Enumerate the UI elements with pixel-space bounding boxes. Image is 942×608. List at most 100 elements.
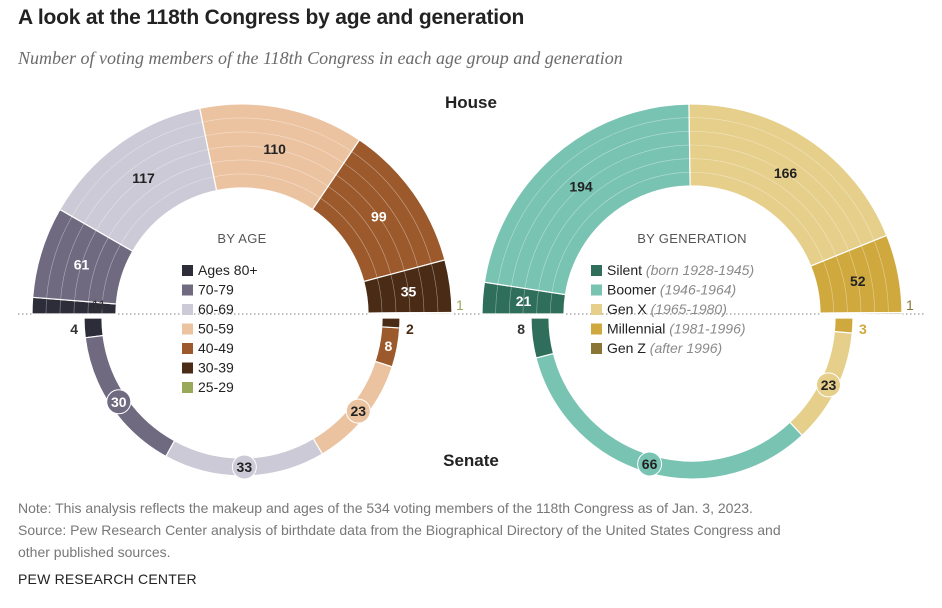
house-generation-value-label-1: 194: [569, 179, 593, 195]
house-grid-ring: [497, 117, 690, 285]
age-legend-label-6: 25-29: [198, 379, 234, 395]
house-age-slice-6: [367, 311, 453, 315]
age-legend-swatch-5: [182, 362, 193, 374]
house-grid-ring: [210, 159, 329, 187]
senate-age-value-badge-1: [106, 389, 132, 415]
house-grid-ring: [538, 158, 690, 291]
house-grid-ring: [202, 117, 352, 152]
house-grid-ring: [689, 117, 875, 241]
house-grid-ring: [96, 149, 209, 231]
generation-legend-swatch-3: [591, 323, 602, 335]
generation-legend-label-4: Gen Z (after 1996): [607, 340, 722, 356]
house-grid-ring: [205, 131, 344, 164]
house-generation-value-label-3: 52: [850, 273, 866, 289]
house-grid-ring: [327, 186, 392, 275]
chart-title: A look at the 118th Congress by age and …: [18, 6, 525, 29]
house-age-value-label-0: 11: [91, 297, 106, 313]
age-legend-title: BY AGE: [217, 231, 266, 246]
senate-label: Senate: [443, 451, 499, 470]
house-grid-ring: [320, 197, 378, 279]
senate-age-value-label-2: 33: [237, 459, 253, 475]
house-grid-ring: [88, 237, 109, 302]
senate-generation-value-label-0: 8: [517, 321, 525, 337]
generation-legend-swatch-2: [591, 304, 602, 315]
senate-generation-value-label-3: 3: [859, 321, 867, 337]
senate-age-slice-5: [381, 317, 401, 329]
house-generation-slice-1: [483, 103, 691, 296]
house-grid-ring: [873, 240, 889, 313]
source-line-1: Source: Pew Research Center analysis of …: [18, 522, 781, 538]
age-legend-swatch-6: [182, 382, 193, 393]
house-generation-value-label-2: 166: [774, 165, 798, 181]
house-grid-ring: [861, 245, 875, 313]
house-age-value-label-6: 1: [456, 297, 464, 313]
house-grid-ring: [60, 223, 85, 300]
senate-generation-value-badge-1: [637, 451, 663, 477]
house-grid-ring: [689, 172, 824, 262]
legend-layer: BY AGE Ages 80+ 70-79 60-69 50-59 40-49 30-39 2…: [182, 231, 754, 395]
generation-legend-label-3: Millennial (1981-1996): [607, 321, 746, 337]
house-grid-ring: [823, 260, 834, 313]
age-legend-label-0: Ages 80+: [198, 262, 258, 278]
house-grid-ring: [551, 172, 690, 293]
house-grid-ring: [335, 174, 405, 271]
house-generation-slice-4: [819, 311, 903, 315]
generation-legend-swatch-4: [591, 343, 602, 354]
chart-subtitle: Number of voting members of the 118th Co…: [18, 48, 623, 68]
age-legend-label-5: 30-39: [198, 360, 234, 376]
house-grid-ring: [343, 162, 419, 268]
senate-age-value-badge-3: [345, 398, 371, 424]
house-grid-ring: [689, 144, 849, 251]
house-grid-ring: [848, 250, 862, 313]
house-grid-ring: [351, 151, 432, 264]
senate-generation-slice-3: [833, 317, 854, 334]
house-generation-value-label-0: 21: [516, 293, 532, 309]
age-legend-label-3: 50-59: [198, 321, 234, 337]
house-grid-ring: [689, 158, 837, 256]
senate-age-slice-0: [83, 317, 104, 339]
age-legend-label-2: 60-69: [198, 301, 234, 317]
brand-label: PEW RESEARCH CENTER: [18, 571, 197, 587]
house-age-value-label-1: 61: [74, 256, 90, 272]
house-grid-ring: [208, 145, 337, 175]
generation-legend-label-0: Silent (born 1928-1945): [607, 262, 754, 278]
house-generation-value-label-4: 1: [906, 297, 914, 313]
house-grid-ring: [524, 144, 690, 289]
senate-generation-slice-0: [530, 317, 555, 359]
senate-age-value-badge-2: [231, 454, 257, 480]
house-age-value-label-2: 117: [132, 170, 155, 186]
generation-legend-note-3: (1981-1996): [665, 321, 745, 337]
house-grid-ring: [108, 162, 212, 238]
generation-legend-title: BY GENERATION: [637, 231, 747, 246]
house-age-value-label-4: 99: [371, 209, 387, 225]
generation-legend-note-2: (1965-1980): [647, 301, 727, 317]
age-legend-swatch-4: [182, 343, 193, 354]
generation-legend-swatch-1: [591, 284, 602, 296]
generation-legend-note-1: (1946-1964): [656, 282, 736, 298]
house-grid-ring: [83, 135, 206, 224]
chart-canvas: HouseSenate11611171109935143033238221194…: [18, 93, 924, 480]
age-legend-swatch-2: [182, 304, 193, 315]
age-legend-swatch-1: [182, 284, 193, 296]
generation-legend-label-1: Boomer (1946-1964): [607, 282, 736, 298]
house-age-value-label-5: 35: [401, 284, 417, 300]
house-grid-ring: [431, 263, 439, 313]
generation-legend-swatch-0: [591, 265, 602, 276]
senate-age-value-label-4: 8: [384, 338, 392, 354]
source-line-2: other published sources.: [18, 544, 171, 560]
house-grid-ring: [102, 244, 121, 303]
house-grid-ring: [689, 131, 862, 246]
house-grid-ring: [120, 176, 214, 245]
age-legend-label-1: 70-79: [198, 282, 234, 298]
generation-legend-label-2: Gen X (1965-1980): [607, 301, 727, 317]
senate-generation-value-label-2: 23: [821, 377, 837, 393]
house-grid-ring: [213, 173, 321, 199]
house-grid-ring: [835, 255, 848, 313]
senate-generation-value-badge-2: [816, 372, 842, 398]
senate-age-value-label-0: 4: [70, 321, 78, 337]
senate-age-value-label-3: 23: [350, 403, 366, 419]
house-grid-ring: [71, 121, 203, 217]
house-label: House: [445, 93, 497, 112]
note-text: Note: This analysis reflects the makeup …: [18, 500, 753, 516]
label-layer: HouseSenate11611171109935143033238221194…: [70, 93, 914, 480]
